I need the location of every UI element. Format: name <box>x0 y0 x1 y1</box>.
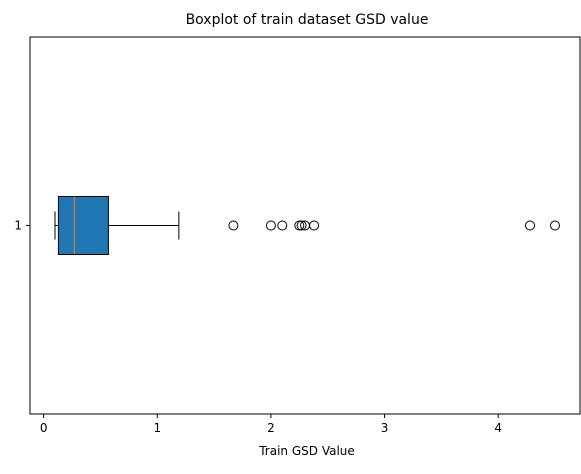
outlier-point <box>525 220 535 231</box>
chart-title: Boxplot of train dataset GSD value <box>186 12 429 28</box>
x-tick-label: 0 <box>40 421 48 435</box>
outlier-point <box>228 220 239 231</box>
x-tick-label: 3 <box>381 421 389 435</box>
box-group <box>54 196 560 255</box>
outlier-point <box>550 220 560 231</box>
outlier-point <box>294 220 305 231</box>
x-tick-label: 1 <box>153 421 161 435</box>
outlier-point <box>309 220 320 231</box>
x-axis: 0 1 2 3 4 <box>40 414 502 435</box>
outlier-point <box>277 220 288 231</box>
iqr-box <box>57 196 109 255</box>
x-tick-label: 4 <box>494 421 502 435</box>
outlier-point <box>296 220 307 231</box>
x-axis-label: Train GSD Value <box>258 444 355 458</box>
y-axis: 1 <box>14 219 30 233</box>
outlier-point <box>265 220 276 231</box>
x-tick-label: 2 <box>267 421 275 435</box>
y-tick-label: 1 <box>14 219 22 233</box>
